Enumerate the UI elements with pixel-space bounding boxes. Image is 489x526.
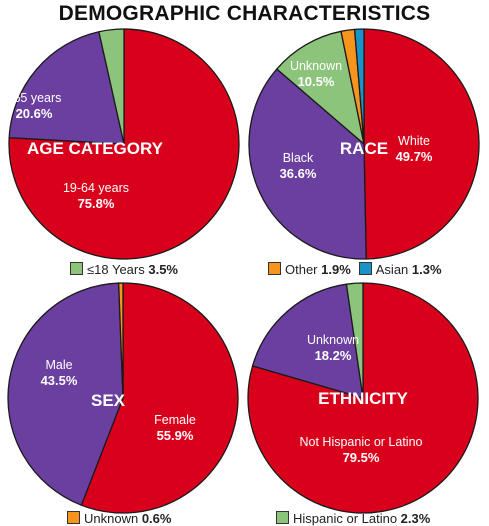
- slice-label-male: Male 43.5%: [41, 358, 78, 388]
- legend-label: ≤18 Years: [87, 262, 149, 277]
- legend-value: 0.6%: [141, 511, 172, 526]
- pie-slice-ethnicity-hispanic-or-latino: [345, 282, 364, 399]
- legend-label: Asian: [375, 262, 412, 277]
- page-title: DEMOGRAPHIC CHARACTERISTICS: [58, 2, 431, 25]
- pie-slice-race-unknown: [276, 30, 365, 145]
- legend-value: 1.3%: [411, 262, 442, 277]
- pie-chart-title: RACE: [340, 139, 388, 158]
- legend-label: Hispanic or Latino: [293, 511, 401, 526]
- slice-label-female: Female 55.9%: [154, 413, 196, 443]
- pie-slice-race-asian: [353, 28, 365, 145]
- slice-label-unknown: Unknown 18.2%: [307, 333, 359, 363]
- legend-swatch: [358, 262, 372, 275]
- legend-item-18-years: ≤18 Years 3.5%: [70, 262, 178, 277]
- slice-label-black: Black 36.6%: [280, 151, 317, 181]
- pie-slice-sex-unknown: [118, 282, 124, 399]
- pie-slice-age-category-65-years: [8, 31, 125, 145]
- legend-label: Other: [285, 262, 322, 277]
- ethnicity-pie-chart: ETHNICITY Not Hispanic or Latino 79.5% Unkn…: [247, 282, 479, 514]
- pie-slice-race-black: [248, 68, 367, 260]
- pie-slice-age-category-18-years: [98, 28, 125, 145]
- legend-swatch: [268, 262, 281, 275]
- legend-item-hispanic-or-latino: Hispanic or Latino 2.3%: [276, 511, 430, 526]
- pie-chart-title: ETHNICITY: [318, 389, 408, 408]
- slice-label-19-64-years: 19-64 years 75.8%: [63, 181, 129, 211]
- pie-chart-title: AGE CATEGORY: [27, 139, 164, 158]
- age-category-pie-chart: AGE CATEGORY 19-64 years 75.8% ≥65 years 20.…: [7, 28, 240, 260]
- slice-label-65-years: ≥65 years 20.6%: [7, 91, 62, 121]
- pie-slice-ethnicity-unknown: [251, 283, 364, 399]
- pie-chart-title: SEX: [91, 391, 126, 410]
- legend-item-unknown: Unknown 0.6%: [67, 511, 171, 526]
- sex-pie-chart: SEX Female 55.9% Male 43.5%: [7, 282, 239, 514]
- race-legend: Other 1.9% Asian 1.3%: [268, 262, 450, 277]
- race-pie-chart: RACE White 49.7% Black 36.6% Unknown 10.5%: [248, 28, 480, 260]
- sex-legend: Unknown 0.6%: [67, 511, 179, 526]
- legend-item-other: Other 1.9%: [268, 262, 351, 277]
- legend-value: 3.5%: [148, 262, 178, 277]
- slice-label-not-hispanic-or-latino: Not Hispanic or Latino 79.5%: [300, 435, 423, 465]
- legend-value: 2.3%: [400, 511, 431, 526]
- pie-slice-race-white: [363, 28, 480, 260]
- slice-label-white: White 49.7%: [396, 134, 433, 164]
- legend-swatch: [70, 262, 83, 275]
- legend-label: Unknown: [84, 511, 142, 526]
- legend-swatch: [276, 511, 289, 524]
- age-category-legend: ≤18 Years 3.5%: [70, 262, 186, 277]
- pie-slice-age-category-19-64-years: [8, 28, 240, 260]
- ethnicity-legend: Hispanic or Latino 2.3%: [276, 511, 438, 526]
- pie-slice-sex-male: [7, 282, 124, 506]
- legend-item-asian: Asian 1.3%: [358, 262, 442, 277]
- pie-slice-sex-female: [80, 282, 239, 514]
- slice-label-unknown: Unknown 10.5%: [290, 59, 342, 89]
- legend-value: 1.9%: [321, 262, 351, 277]
- legend-swatch: [67, 511, 80, 524]
